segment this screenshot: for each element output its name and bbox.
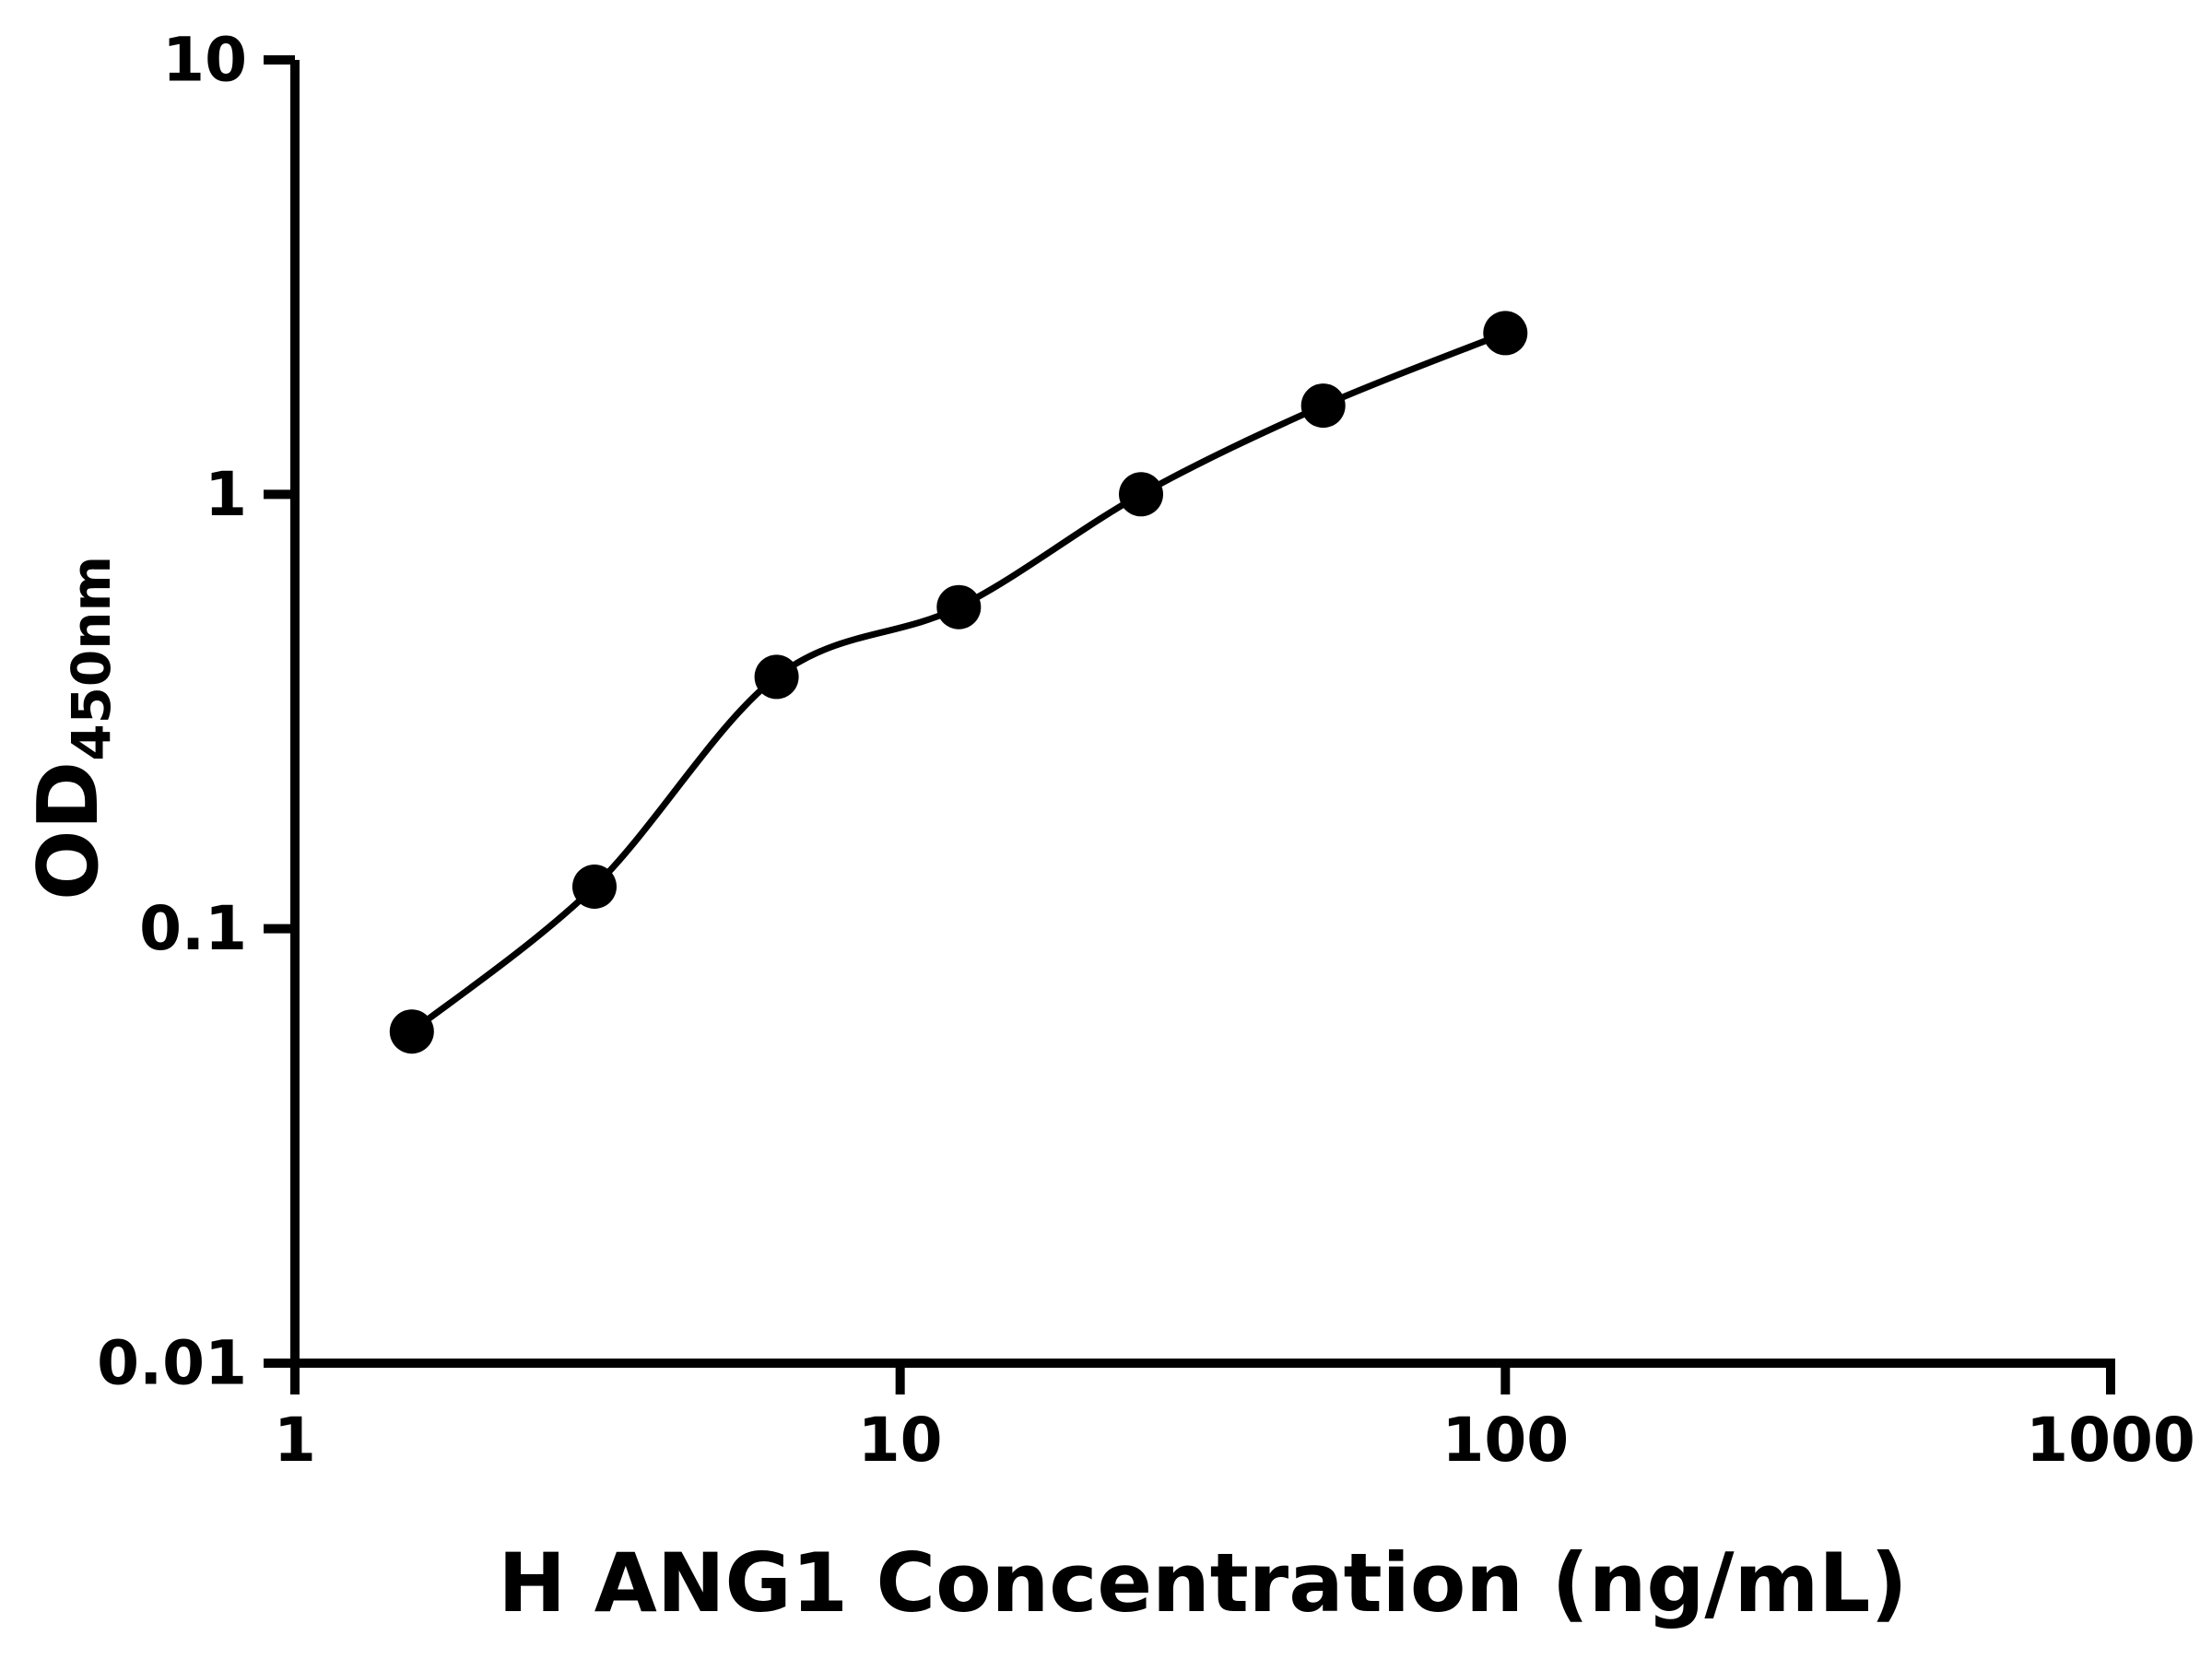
data-point xyxy=(389,1009,434,1054)
fit-curve xyxy=(409,330,1507,1034)
axes-layer: 1 10 100 1000 0.01 0.1 1 10 xyxy=(97,24,2195,1476)
y-tick-label: 10 xyxy=(162,24,247,95)
y-tick-label: 0.01 xyxy=(97,1327,247,1398)
data-point xyxy=(754,654,799,700)
y-axis-title: OD450nm xyxy=(20,556,123,900)
y-axis-title-main: OD xyxy=(20,761,117,900)
x-tick-label: 1000 xyxy=(2026,1405,2195,1476)
x-tick-label: 1 xyxy=(274,1405,316,1476)
x-tick-label: 100 xyxy=(1441,1405,1569,1476)
x-axis-title: H ANG1 Concentration (ng/mL) xyxy=(498,1535,1907,1630)
y-axis-title-subscript: 450nm xyxy=(60,556,123,761)
data-point xyxy=(1483,311,1528,356)
plot-layer xyxy=(389,311,1528,1054)
data-point xyxy=(1300,383,1346,429)
data-point xyxy=(936,584,982,629)
y-tick-label: 1 xyxy=(205,459,247,530)
data-point xyxy=(1119,472,1163,517)
y-tick-label: 0.1 xyxy=(139,893,247,964)
data-point xyxy=(572,865,617,909)
x-tick-label: 10 xyxy=(858,1405,943,1476)
